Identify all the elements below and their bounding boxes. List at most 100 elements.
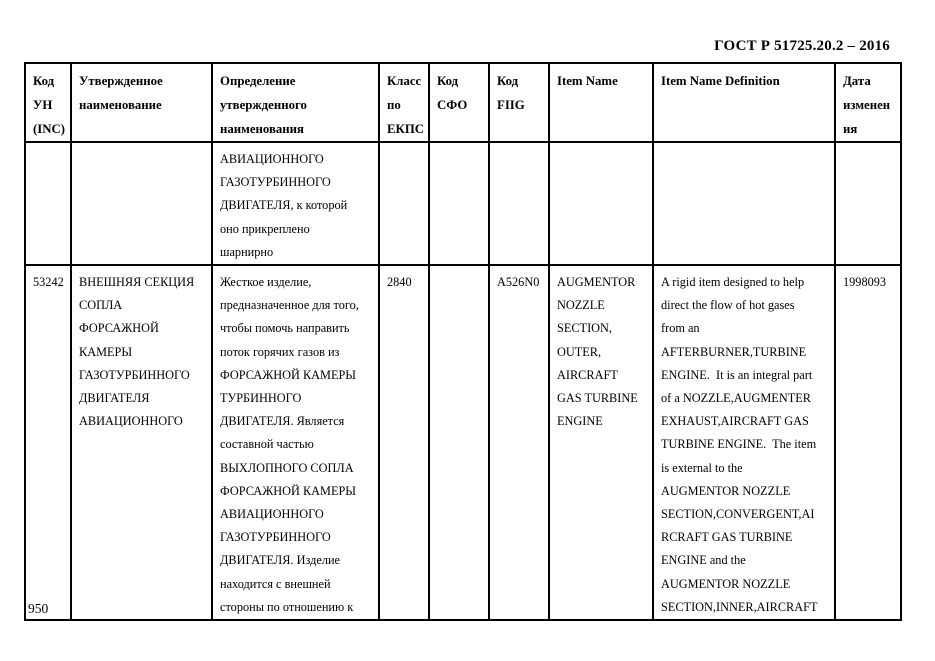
cell-line: АВИАЦИОННОГО <box>220 152 324 166</box>
cell-line: is external to the <box>661 460 743 475</box>
cell-line: наименование <box>79 98 162 112</box>
table-cell-utverzhdennoe-naimenovanie: ВНЕШНЯЯ СЕКЦИЯ СОПЛА ФОРСАЖНОЙ КАМЕРЫ ГАЗОТУ… <box>70 264 213 622</box>
cell-line: АВИАЦИОННОГО <box>220 507 324 522</box>
cell-line: шарнирно <box>220 244 274 259</box>
cell-line: Код <box>437 74 459 88</box>
table-row: АВИАЦИОННОГО ГАЗОТУРБИННОГО ДВИГАТЕЛЯ, к к… <box>24 140 902 267</box>
column-header-opredelenie: Определение утвержденного наименования <box>211 62 380 143</box>
cell-line: ГАЗОТУРБИННОГО <box>79 367 190 382</box>
cell-line: предназначенное для того, <box>220 298 359 313</box>
data-table: Код УН (INC) Утвержденное наименование Опреде… <box>24 62 902 622</box>
cell-line: оно прикреплено <box>220 221 310 236</box>
cell-line: составной частью <box>220 437 314 452</box>
cell-line: RCRAFT GAS TURBINE <box>661 530 793 545</box>
cell-line: AUGMENTOR <box>557 275 636 290</box>
table-cell-klass-po-ekps <box>378 140 430 267</box>
cell-line: стороны по отношению к <box>220 599 354 614</box>
cell-line: AUGMENTOR NOZZLE <box>661 483 791 498</box>
header-row: Код УН (INC) Утвержденное наименование Опреде… <box>24 62 902 143</box>
cell-line: AIRCRAFT <box>557 367 618 382</box>
cell-line: from an <box>661 321 700 336</box>
cell-line: изменен <box>843 98 891 112</box>
cell-line: поток горячих газов из <box>220 344 340 359</box>
cell-line: ДВИГАТЕЛЯ. Изделие <box>220 553 340 568</box>
cell-line: AUGMENTOR NOZZLE <box>661 576 791 591</box>
cell-line: СОПЛА <box>79 298 123 313</box>
cell-line: ДВИГАТЕЛЯ. Является <box>220 414 345 429</box>
table-row: 53242 ВНЕШНЯЯ СЕКЦИЯ СОПЛА ФОРСАЖНОЙ КАМЕРЫ Г… <box>24 264 902 622</box>
cell-line: Определение <box>220 74 296 88</box>
cell-line: Дата <box>843 74 871 88</box>
table-cell-item-name <box>548 140 654 267</box>
cell-line: Item Name <box>557 74 618 88</box>
cell-line: Код <box>497 74 519 88</box>
cell-line: A rigid item designed to help <box>661 275 805 290</box>
cell-line: 2840 <box>387 275 412 290</box>
cell-line: Класс <box>387 74 422 88</box>
column-header-item-name-definition: Item Name Definition <box>652 62 836 143</box>
cell-line: СФО <box>437 98 468 112</box>
cell-line: чтобы помочь направить <box>220 321 350 336</box>
cell-line: КАМЕРЫ <box>79 344 133 359</box>
cell-line: FIIG <box>497 98 525 112</box>
table-cell-kod-un-inc <box>24 140 72 267</box>
table-cell-item-name: AUGMENTOR NOZZLE SECTION, OUTER, AIRCRAFT GAS… <box>548 264 654 622</box>
cell-line: Жесткое изделие, <box>220 275 312 290</box>
table-cell-kod-sfo <box>428 140 490 267</box>
table-cell-data-izmeneniya <box>834 140 902 267</box>
cell-line: по <box>387 98 401 112</box>
table-body: АВИАЦИОННОГО ГАЗОТУРБИННОГО ДВИГАТЕЛЯ, к к… <box>24 140 902 622</box>
cell-line: SECTION, <box>557 321 612 336</box>
cell-line: наименования <box>220 122 304 136</box>
cell-line: ENGINE. It is an integral part <box>661 367 813 382</box>
table-cell-data-izmeneniya: 1998093 <box>834 264 902 622</box>
cell-line: УН <box>33 98 53 112</box>
cell-line: утвержденного <box>220 98 307 112</box>
cell-line: AFTERBURNER,TURBINE <box>661 344 807 359</box>
cell-line: ДВИГАТЕЛЯ, к которой <box>220 198 348 213</box>
table-cell-kod-sfo <box>428 264 490 622</box>
column-header-kod-un-inc: Код УН (INC) <box>24 62 72 143</box>
table-cell-opredelenie: Жесткое изделие, предназначенное для того… <box>211 264 380 622</box>
table-header-row: Код УН (INC) Утвержденное наименование Опреде… <box>24 62 902 143</box>
cell-line: TURBINE ENGINE. The item <box>661 437 817 452</box>
cell-line: ГАЗОТУРБИННОГО <box>220 175 331 190</box>
table-cell-utverzhdennoe-naimenovanie <box>70 140 213 267</box>
table-cell-opredelenie: АВИАЦИОННОГО ГАЗОТУРБИННОГО ДВИГАТЕЛЯ, к к… <box>211 140 380 267</box>
cell-line: Утвержденное <box>79 74 163 88</box>
cell-line: ТУРБИННОГО <box>220 391 302 406</box>
column-header-data-izmeneniya: Дата изменен ия <box>834 62 902 143</box>
cell-line: Код <box>33 74 55 88</box>
cell-line: SECTION,INNER,AIRCRAFT <box>661 599 818 614</box>
column-header-kod-sfo: Код СФО <box>428 62 490 143</box>
cell-line: GAS TURBINE <box>557 391 638 406</box>
cell-line: ГАЗОТУРБИННОГО <box>220 530 331 545</box>
cell-line: ДВИГАТЕЛЯ <box>79 391 150 406</box>
table-cell-kod-un-inc: 53242 <box>24 264 72 622</box>
cell-line: АВИАЦИОННОГО <box>79 414 183 429</box>
table-cell-kod-fiig <box>488 140 550 267</box>
cell-line: (INC) <box>33 122 65 136</box>
cell-line: ВНЕШНЯЯ СЕКЦИЯ <box>79 275 195 290</box>
column-header-item-name: Item Name <box>548 62 654 143</box>
cell-line: ФОРСАЖНОЙ <box>79 321 159 336</box>
cell-line: NOZZLE <box>557 298 605 313</box>
cell-line: 1998093 <box>843 275 887 290</box>
table-cell-klass-po-ekps: 2840 <box>378 264 430 622</box>
table-cell-item-name-definition <box>652 140 836 267</box>
cell-line: A526N0 <box>497 275 540 290</box>
cell-line: SECTION,CONVERGENT,AI <box>661 507 815 522</box>
cell-line: ия <box>843 122 858 136</box>
cell-line: 53242 <box>33 275 64 290</box>
cell-line: direct the flow of hot gases <box>661 298 795 313</box>
cell-line: OUTER, <box>557 344 602 359</box>
page-number: 950 <box>28 601 49 616</box>
cell-line: ФОРСАЖНОЙ КАМЕРЫ <box>220 483 357 498</box>
cell-line: ФОРСАЖНОЙ КАМЕРЫ <box>220 367 357 382</box>
column-header-kod-fiig: Код FIIG <box>488 62 550 143</box>
cell-line: находится с внешней <box>220 576 331 591</box>
document-title: ГОСТ Р 51725.20.2 – 2016 <box>714 38 890 54</box>
table-cell-item-name-definition: A rigid item designed to help direct the … <box>652 264 836 622</box>
table-cell-kod-fiig: A526N0 <box>488 264 550 622</box>
cell-line: EXHAUST,AIRCRAFT GAS <box>661 414 809 429</box>
